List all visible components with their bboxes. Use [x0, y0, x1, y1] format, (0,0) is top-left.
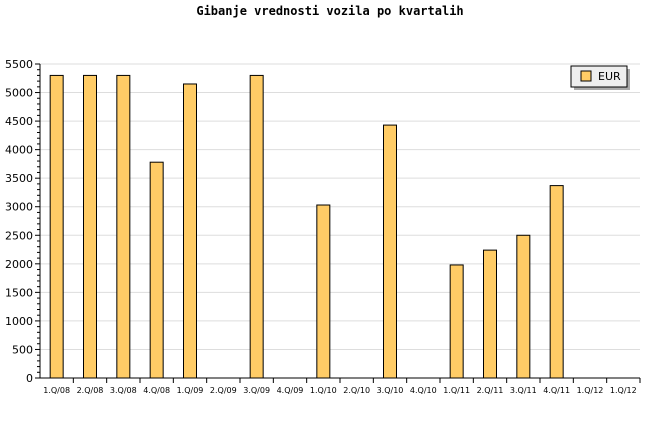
x-tick-label: 3.Q/09 — [243, 386, 270, 395]
bar — [149, 161, 164, 379]
legend-swatch — [580, 70, 592, 82]
legend: EUR — [570, 65, 630, 90]
bar — [249, 74, 264, 379]
x-tick-label: 3.Q/10 — [377, 386, 404, 395]
x-tick-label: 3.Q/11 — [510, 386, 537, 395]
y-tick-label: 0 — [26, 372, 33, 385]
y-tick-label: 4000 — [5, 144, 33, 157]
y-tick-label: 2500 — [5, 229, 33, 242]
bar — [483, 249, 497, 379]
x-tick-label: 4.Q/10 — [410, 386, 437, 395]
y-tick-label: 3000 — [5, 201, 33, 214]
y-tick-label: 3500 — [5, 172, 33, 185]
y-tick-label: 5000 — [5, 87, 33, 100]
bar — [549, 185, 564, 379]
bar — [383, 124, 397, 379]
x-tick-label: 1.Q/12 — [577, 386, 604, 395]
x-tick-label: 1.Q/12 — [610, 386, 637, 395]
bar — [49, 74, 64, 379]
x-tick-label: 4.Q/08 — [143, 386, 170, 395]
x-tick-label: 1.Q/09 — [177, 386, 204, 395]
y-tick-label: 1500 — [5, 286, 33, 299]
x-tick-label: 2.Q/09 — [210, 386, 237, 395]
bar — [516, 234, 531, 379]
bar — [183, 83, 197, 379]
x-tick-label: 2.Q/11 — [477, 386, 504, 395]
y-tick-label: 5500 — [5, 58, 33, 71]
x-tick-label: 4.Q/11 — [543, 386, 570, 395]
y-tick-label: 1000 — [5, 315, 33, 328]
y-tick-label: 4500 — [5, 115, 33, 128]
x-tick-label: 4.Q/09 — [277, 386, 304, 395]
y-tick-label: 500 — [12, 343, 33, 356]
bar — [316, 204, 331, 379]
bar — [449, 264, 464, 379]
x-tick-label: 2.Q/10 — [343, 386, 370, 395]
y-tick-label: 2000 — [5, 258, 33, 271]
x-tick-label: 1.Q/11 — [443, 386, 470, 395]
x-tick-label: 1.Q/08 — [43, 386, 70, 395]
x-tick-label: 2.Q/08 — [77, 386, 104, 395]
x-tick-label: 1.Q/10 — [310, 386, 337, 395]
x-tick-label: 3.Q/08 — [110, 386, 137, 395]
bar — [83, 74, 97, 379]
legend-label: EUR — [598, 70, 621, 83]
bar — [116, 74, 131, 379]
chart-title: Gibanje vrednosti vozila po kvartalih — [196, 4, 464, 18]
